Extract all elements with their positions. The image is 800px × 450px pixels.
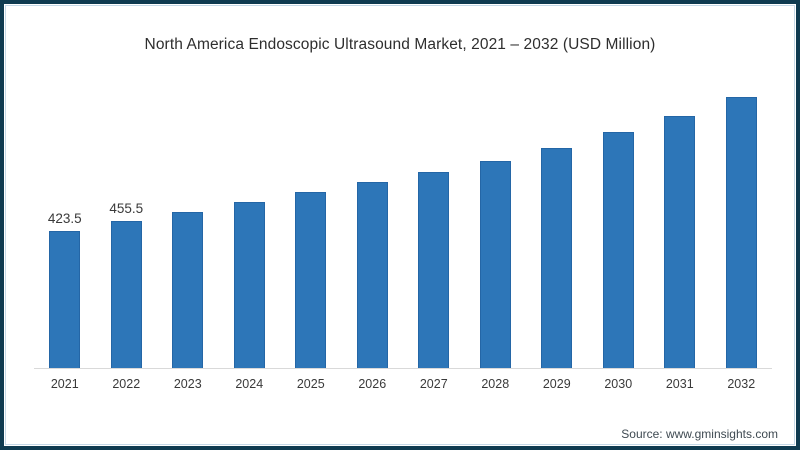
bar-2028 [479,161,511,369]
tick-label-2021: 2021 [50,377,79,391]
bar-group-2024 [219,202,281,369]
tick-label-2023: 2023 [173,377,202,391]
source-text: Source: www.gminsights.com [621,427,778,441]
bar-group-2030 [588,132,650,369]
tick-label-2031: 2031 [665,377,694,391]
chart-canvas: North America Endoscopic Ultrasound Mark… [5,5,795,445]
bar-2025 [295,192,327,369]
tick-label-2028: 2028 [481,377,510,391]
bar-group-2022: 455.5 [96,201,158,369]
chart-title: North America Endoscopic Ultrasound Mark… [144,36,656,53]
bar-2022 [110,221,142,369]
bar-2024 [233,202,265,369]
bar-2030 [602,132,634,369]
plot-area: 423.5 455.5 [34,69,772,369]
bar-group-2032 [711,97,773,369]
bar-2027 [418,172,450,369]
bar-2021 [49,231,81,369]
bar-value-label: 423.5 [47,211,82,226]
tick-label-2024: 2024 [235,377,264,391]
bar-group-2025 [280,192,342,369]
bar-group-2029 [526,148,588,369]
bar-group-2021: 423.5 [34,211,96,369]
tick-label-2027: 2027 [419,377,448,391]
bar-group-2028 [465,161,527,369]
bar-group-2027 [403,172,465,369]
bar-group-2023 [157,212,219,369]
tick-label-2032: 2032 [727,377,756,391]
bar-group-2026 [342,182,404,369]
x-axis-tick-labels: 2021 2022 2023 2024 2025 2026 2027 2028 2029 2030… [34,377,772,391]
bar-2029 [541,148,573,369]
x-axis-line [34,368,772,369]
tick-label-2029: 2029 [542,377,571,391]
tick-label-2025: 2025 [296,377,325,391]
tick-label-2022: 2022 [112,377,141,391]
bar-group-2031 [649,116,711,369]
bar-2031 [664,116,696,369]
bar-2026 [356,182,388,369]
tick-label-2026: 2026 [358,377,387,391]
bar-value-label: 455.5 [109,201,144,216]
bar-2023 [172,212,204,369]
tick-label-2030: 2030 [604,377,633,391]
bar-2032 [725,97,757,369]
